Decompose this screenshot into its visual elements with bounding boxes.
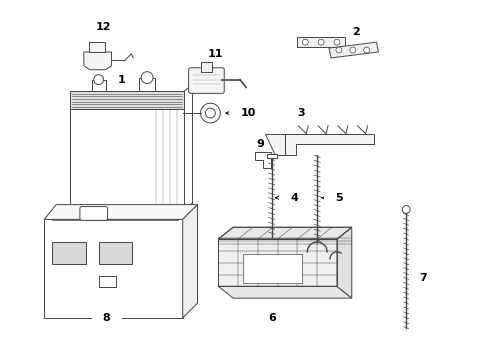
Text: 3: 3 (297, 108, 305, 125)
Text: 6: 6 (267, 307, 275, 323)
Polygon shape (218, 239, 336, 286)
Bar (266, 154, 276, 158)
Circle shape (335, 47, 341, 53)
Circle shape (302, 39, 307, 45)
Circle shape (318, 39, 324, 45)
Circle shape (349, 47, 355, 53)
Bar (44, 219, 183, 318)
Polygon shape (83, 52, 111, 70)
Polygon shape (264, 134, 284, 156)
Text: 9: 9 (255, 139, 263, 152)
Polygon shape (284, 134, 373, 156)
Polygon shape (243, 254, 302, 283)
Bar (99, 242, 132, 264)
Circle shape (205, 108, 215, 118)
Polygon shape (44, 204, 197, 219)
FancyBboxPatch shape (80, 207, 107, 220)
Polygon shape (254, 152, 270, 168)
Text: 1: 1 (117, 75, 125, 87)
Bar (52, 242, 86, 264)
Polygon shape (297, 37, 344, 47)
Text: 8: 8 (94, 306, 110, 323)
Circle shape (94, 75, 103, 85)
Bar (70, 91, 183, 109)
Bar (200, 62, 212, 72)
Text: 2: 2 (346, 27, 359, 41)
Text: 12: 12 (96, 22, 111, 38)
Bar (99, 275, 116, 287)
Polygon shape (218, 286, 351, 298)
Bar (70, 91, 183, 210)
Circle shape (363, 47, 369, 53)
Text: 4: 4 (275, 193, 298, 203)
Polygon shape (328, 42, 378, 58)
Polygon shape (218, 227, 351, 239)
Polygon shape (336, 227, 351, 298)
Bar (89, 42, 104, 52)
Text: 10: 10 (225, 108, 255, 118)
Circle shape (333, 39, 339, 45)
Polygon shape (183, 204, 197, 318)
Bar (92, 80, 105, 91)
FancyBboxPatch shape (188, 68, 224, 93)
Bar (139, 78, 155, 91)
Text: 11: 11 (207, 49, 223, 66)
Text: 7: 7 (413, 274, 426, 283)
Circle shape (401, 206, 409, 213)
Text: 5: 5 (321, 193, 342, 203)
Circle shape (200, 103, 220, 123)
Circle shape (141, 72, 153, 84)
